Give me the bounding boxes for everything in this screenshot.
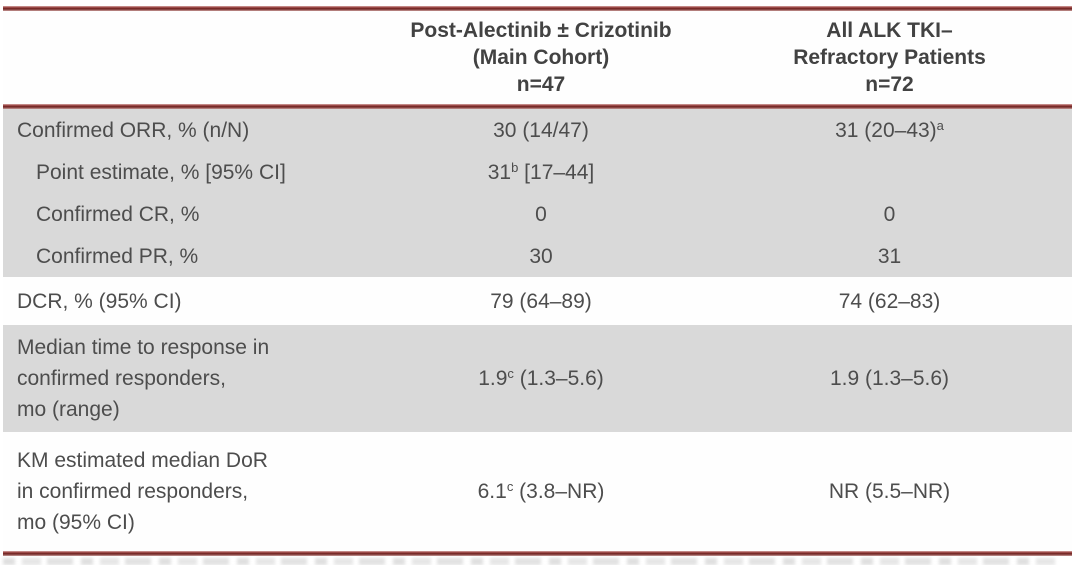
table-row: Confirmed PR, % 30 31: [3, 235, 1072, 277]
cell-main-cohort: 0: [535, 202, 547, 226]
cell-main-cohort: 6.1c (3.8–NR): [477, 479, 605, 503]
table-row: KM estimated median DoR in confirmed res…: [3, 432, 1072, 551]
table-bottom-rule: [3, 551, 1072, 556]
row-label: Confirmed CR, %: [36, 202, 200, 226]
cell-main-cohort: 79 (64–89): [490, 289, 592, 313]
row-label: Confirmed PR, %: [36, 244, 199, 268]
header-empty-cell: [3, 52, 375, 64]
row-label: Confirmed ORR, % (n/N): [17, 118, 250, 142]
table-header-row: Post-Alectinib ± Crizotinib (Main Cohort…: [3, 11, 1072, 104]
header-main-cohort: Post-Alectinib ± Crizotinib (Main Cohort…: [410, 19, 672, 96]
row-label: Point estimate, % [95% CI]: [36, 160, 286, 184]
row-label: KM estimated median DoR in confirmed res…: [17, 449, 268, 534]
header-all-alk-tki: All ALK TKI– Refractory Patients n=72: [793, 19, 986, 96]
cell-main-cohort: 1.9c (1.3–5.6): [478, 366, 604, 390]
row-label: DCR, % (95% CI): [17, 289, 182, 313]
cutoff-footnote-strip: [3, 558, 1062, 565]
table-row: Confirmed ORR, % (n/N) 30 (14/47) 31 (20…: [3, 109, 1072, 151]
table-row: DCR, % (95% CI) 79 (64–89) 74 (62–83): [3, 277, 1072, 325]
cell-main-cohort: 30: [529, 244, 553, 268]
row-label: Median time to response in confirmed res…: [17, 336, 270, 421]
cell-main-cohort: 30 (14/47): [493, 118, 589, 142]
cell-all-patients: 31: [877, 244, 902, 268]
table-top-rule: [3, 6, 1072, 11]
cell-all-patients: 31 (20–43)a: [835, 117, 944, 142]
table-row: Confirmed CR, % 0 0: [3, 193, 1072, 235]
cell-all-patients: 0: [883, 202, 896, 226]
results-table: Post-Alectinib ± Crizotinib (Main Cohort…: [3, 6, 1072, 565]
table-row: Median time to response in confirmed res…: [3, 325, 1072, 432]
header-divider-rule: [3, 104, 1072, 109]
cell-all-patients: NR (5.5–NR): [828, 480, 951, 503]
table-row: Point estimate, % [95% CI] 31b [17–44]: [3, 151, 1072, 193]
cell-main-cohort: 31b [17–44]: [487, 159, 595, 184]
cell-all-patients: 1.9 (1.3–5.6): [829, 367, 950, 390]
cell-all-patients: 74 (62–83): [838, 289, 941, 313]
